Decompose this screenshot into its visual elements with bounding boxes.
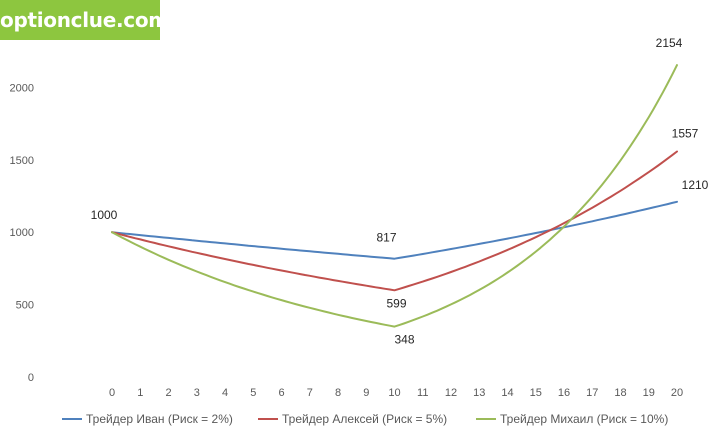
x-tick-label: 3 bbox=[194, 387, 200, 399]
series-line-2 bbox=[111, 150, 678, 292]
data-label: 348 bbox=[394, 333, 414, 347]
y-axis-ticks: 0 500 1000 1500 2000 bbox=[10, 82, 34, 384]
y-tick-label: 1000 bbox=[10, 227, 34, 239]
series-lines bbox=[111, 64, 678, 328]
x-tick-label: 7 bbox=[307, 387, 313, 399]
legend-label: Трейдер Иван (Риск = 2%) bbox=[86, 412, 233, 426]
x-tick-label: 18 bbox=[614, 387, 626, 399]
data-label: 1210 bbox=[682, 178, 709, 192]
x-tick-label: 19 bbox=[643, 387, 655, 399]
x-tick-label: 1 bbox=[137, 387, 143, 399]
series-line-3 bbox=[111, 64, 678, 328]
data-label: 1000 bbox=[91, 208, 118, 222]
x-tick-label: 20 bbox=[671, 387, 683, 399]
x-tick-label: 0 bbox=[109, 387, 115, 399]
y-tick-label: 500 bbox=[16, 300, 34, 312]
x-tick-label: 2 bbox=[165, 387, 171, 399]
site-logo[interactable]: optionclue.com bbox=[0, 0, 169, 40]
data-label: 817 bbox=[376, 231, 396, 245]
x-tick-label: 4 bbox=[222, 387, 228, 399]
legend-label: Трейдер Михаил (Риск = 10%) bbox=[500, 412, 668, 426]
x-tick-label: 17 bbox=[586, 387, 598, 399]
x-tick-label: 10 bbox=[388, 387, 400, 399]
legend: Трейдер Иван (Риск = 2%) Трейдер Алексей … bbox=[62, 412, 668, 426]
x-tick-label: 16 bbox=[558, 387, 570, 399]
x-tick-label: 8 bbox=[335, 387, 341, 399]
data-label: 2154 bbox=[656, 36, 683, 50]
data-labels: 1000 817 599 348 2154 1557 1210 bbox=[91, 36, 709, 347]
y-tick-label: 0 bbox=[28, 372, 34, 384]
x-axis-ticks: 0 1 2 3 4 5 6 7 8 9 10 11 12 13 14 15 16 17 18 19 20 bbox=[109, 387, 683, 399]
y-tick-label: 1500 bbox=[10, 155, 34, 167]
x-tick-label: 15 bbox=[530, 387, 542, 399]
x-tick-label: 11 bbox=[417, 387, 428, 399]
data-label: 599 bbox=[386, 296, 406, 310]
x-tick-label: 12 bbox=[445, 387, 457, 399]
x-tick-label: 13 bbox=[473, 387, 485, 399]
data-label: 1557 bbox=[672, 127, 699, 141]
series-line-1 bbox=[111, 200, 678, 260]
x-tick-label: 6 bbox=[278, 387, 284, 399]
x-tick-label: 9 bbox=[363, 387, 369, 399]
x-tick-label: 5 bbox=[250, 387, 256, 399]
legend-label: Трейдер Алексей (Риск = 5%) bbox=[282, 412, 447, 426]
x-tick-label: 14 bbox=[501, 387, 513, 399]
y-tick-label: 2000 bbox=[10, 82, 34, 94]
